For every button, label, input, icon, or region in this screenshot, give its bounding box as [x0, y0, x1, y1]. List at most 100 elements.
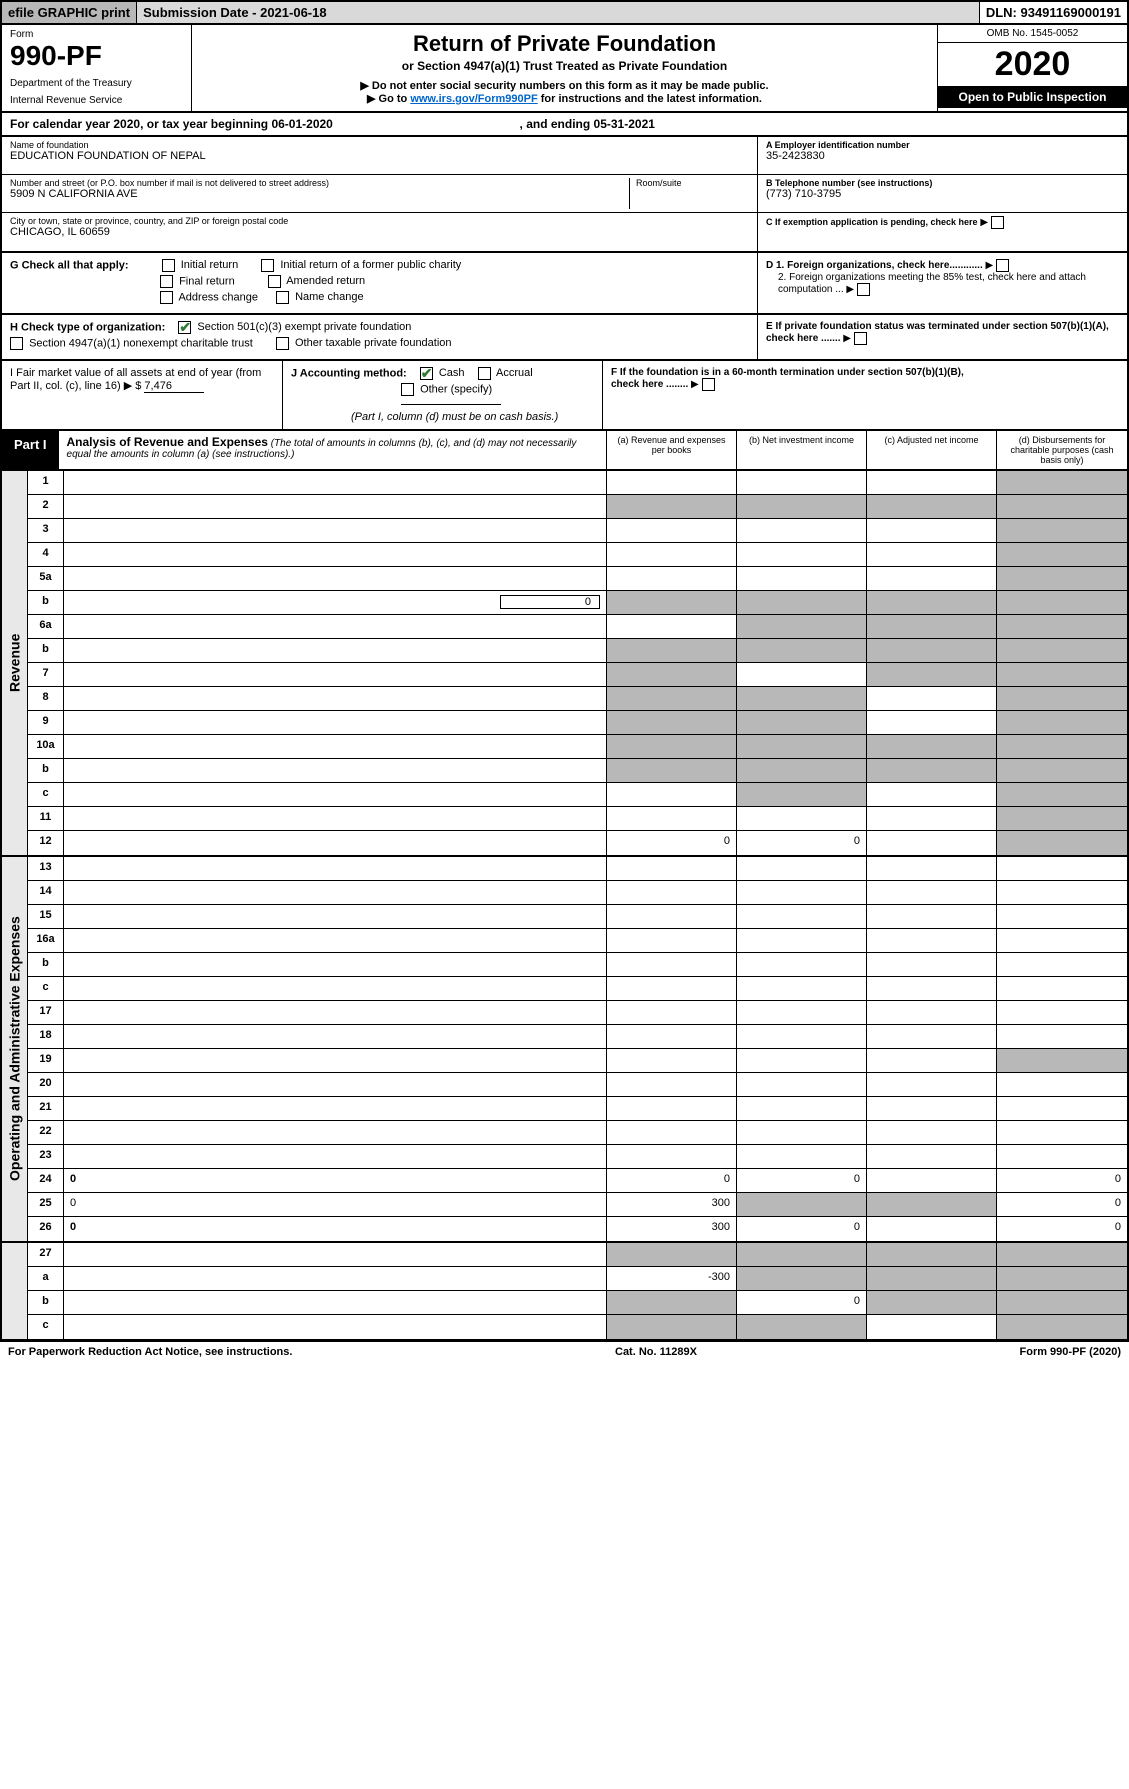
- checkbox-other-method[interactable]: [401, 383, 414, 396]
- cell-b: [737, 881, 867, 904]
- row-description: [64, 1073, 607, 1096]
- checkbox-501c3[interactable]: [178, 321, 191, 334]
- checkbox-amended[interactable]: [268, 275, 281, 288]
- row-number: 18: [28, 1025, 64, 1048]
- checkbox-e[interactable]: [854, 332, 867, 345]
- cell-b: [737, 1193, 867, 1216]
- checkbox-initial[interactable]: [162, 259, 175, 272]
- checkbox-final[interactable]: [160, 275, 173, 288]
- table-row: b: [28, 953, 1127, 977]
- checkbox-name-change[interactable]: [276, 291, 289, 304]
- row-number: c: [28, 783, 64, 806]
- tax-end: 05-31-2021: [594, 117, 655, 131]
- checkbox-d1[interactable]: [996, 259, 1009, 272]
- submission-date: Submission Date - 2021-06-18: [137, 2, 980, 23]
- cell-a: [607, 519, 737, 542]
- checkbox-other-taxable[interactable]: [276, 337, 289, 350]
- table-row: 14: [28, 881, 1127, 905]
- row-description: [64, 1315, 607, 1339]
- form-title: Return of Private Foundation: [198, 31, 931, 57]
- cell-c: [867, 639, 997, 662]
- checkbox-d2[interactable]: [857, 283, 870, 296]
- row-description: [64, 687, 607, 710]
- cell-c: [867, 1267, 997, 1290]
- table-row: c: [28, 783, 1127, 807]
- cell-c: [867, 953, 997, 976]
- irs-link[interactable]: www.irs.gov/Form990PF: [410, 93, 537, 105]
- tax-begin: 06-01-2020: [271, 117, 332, 131]
- table-row: 2503000: [28, 1193, 1127, 1217]
- cell-c: [867, 929, 997, 952]
- note-ssn: ▶ Do not enter social security numbers o…: [198, 79, 931, 92]
- row-description: [64, 905, 607, 928]
- table-row: b0: [28, 1291, 1127, 1315]
- cell-a: [607, 1243, 737, 1266]
- cell-b: [737, 663, 867, 686]
- cell-a: [607, 471, 737, 494]
- table-row: 4: [28, 543, 1127, 567]
- cell-b: [737, 1097, 867, 1120]
- section-j: J Accounting method: Cash Accrual Other …: [282, 361, 602, 429]
- cell-b: [737, 1243, 867, 1266]
- omb-number: OMB No. 1545-0052: [938, 25, 1127, 43]
- cell-b: [737, 1049, 867, 1072]
- row-number: 11: [28, 807, 64, 830]
- cell-b: [737, 1145, 867, 1168]
- cell-a: [607, 615, 737, 638]
- cell-d: [997, 519, 1127, 542]
- row-number: 13: [28, 857, 64, 880]
- cell-b: [737, 857, 867, 880]
- form-label: Form: [10, 29, 183, 40]
- checkbox-4947[interactable]: [10, 337, 23, 350]
- col-a-header: (a) Revenue and expenses per books: [607, 431, 737, 469]
- cell-d: [997, 615, 1127, 638]
- col-d-header: (d) Disbursements for charitable purpose…: [997, 431, 1127, 469]
- row-description: [64, 543, 607, 566]
- cell-d: [997, 1145, 1127, 1168]
- cell-d: [997, 543, 1127, 566]
- cell-b: [737, 1001, 867, 1024]
- checkbox-addr-change[interactable]: [160, 291, 173, 304]
- cell-a: [607, 711, 737, 734]
- form-header: Form 990-PF Department of the Treasury I…: [0, 25, 1129, 113]
- row-number: 15: [28, 905, 64, 928]
- cell-c: [867, 807, 997, 830]
- row-number: 21: [28, 1097, 64, 1120]
- cell-d: [997, 857, 1127, 880]
- cell-a: [607, 977, 737, 1000]
- row-description: [64, 783, 607, 806]
- city-cell: City or town, state or province, country…: [2, 213, 757, 251]
- cell-c: [867, 519, 997, 542]
- cell-c: [867, 1217, 997, 1241]
- cell-d: [997, 929, 1127, 952]
- table-row: b: [28, 759, 1127, 783]
- cell-c: [867, 759, 997, 782]
- checkbox-initial-former[interactable]: [261, 259, 274, 272]
- checkbox-f[interactable]: [702, 378, 715, 391]
- section-e: E If private foundation status was termi…: [757, 315, 1127, 359]
- cell-a: [607, 1001, 737, 1024]
- cell-b: [737, 977, 867, 1000]
- cell-a: [607, 591, 737, 614]
- col-b-header: (b) Net investment income: [737, 431, 867, 469]
- table-row: 11: [28, 807, 1127, 831]
- expenses-side-label: Operating and Administrative Expenses: [2, 857, 28, 1241]
- page-footer: For Paperwork Reduction Act Notice, see …: [0, 1341, 1129, 1362]
- cell-b: [737, 519, 867, 542]
- checkbox-cash[interactable]: [420, 367, 433, 380]
- cell-d: [997, 1243, 1127, 1266]
- row-number: c: [28, 977, 64, 1000]
- cell-d: [997, 1267, 1127, 1290]
- cell-b: 0: [737, 1217, 867, 1241]
- cell-a: [607, 687, 737, 710]
- row-description: [64, 1267, 607, 1290]
- checkbox-accrual[interactable]: [478, 367, 491, 380]
- row-description: [64, 1291, 607, 1314]
- bottom-table: 27a-300b0c: [0, 1243, 1129, 1341]
- cell-c: [867, 1291, 997, 1314]
- table-row: b: [28, 639, 1127, 663]
- cell-a: [607, 543, 737, 566]
- cell-b: [737, 735, 867, 758]
- checkbox-c[interactable]: [991, 216, 1004, 229]
- row-description: [64, 977, 607, 1000]
